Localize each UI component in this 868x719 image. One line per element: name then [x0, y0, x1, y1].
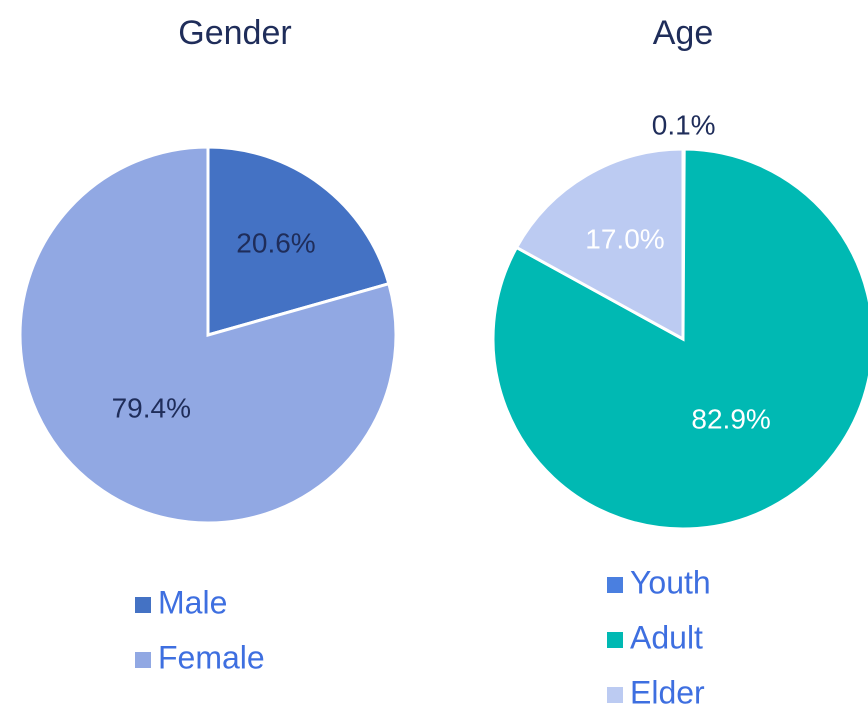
- pie-slice: [206, 145, 391, 337]
- legend-label: Youth: [630, 564, 711, 600]
- legend-swatch: [607, 632, 623, 648]
- data-label: 0.1%: [652, 109, 716, 140]
- legend-swatch: [607, 687, 623, 703]
- legend-swatch: [135, 597, 151, 613]
- data-label: 20.6%: [236, 227, 315, 258]
- legend-swatch: [607, 577, 623, 593]
- data-label: 82.9%: [691, 403, 770, 434]
- data-label: 79.4%: [112, 392, 191, 423]
- chart-title: Age: [653, 14, 714, 52]
- legend-label: Female: [158, 639, 265, 675]
- legend-label: Elder: [630, 674, 705, 710]
- legend-label: Male: [158, 584, 227, 620]
- data-label: 17.0%: [585, 223, 664, 254]
- legend-swatch: [135, 652, 151, 668]
- chart-title: Gender: [178, 14, 291, 52]
- pie-slice: [18, 145, 398, 525]
- pie-slice: [514, 147, 685, 342]
- legend-label: Adult: [630, 619, 703, 655]
